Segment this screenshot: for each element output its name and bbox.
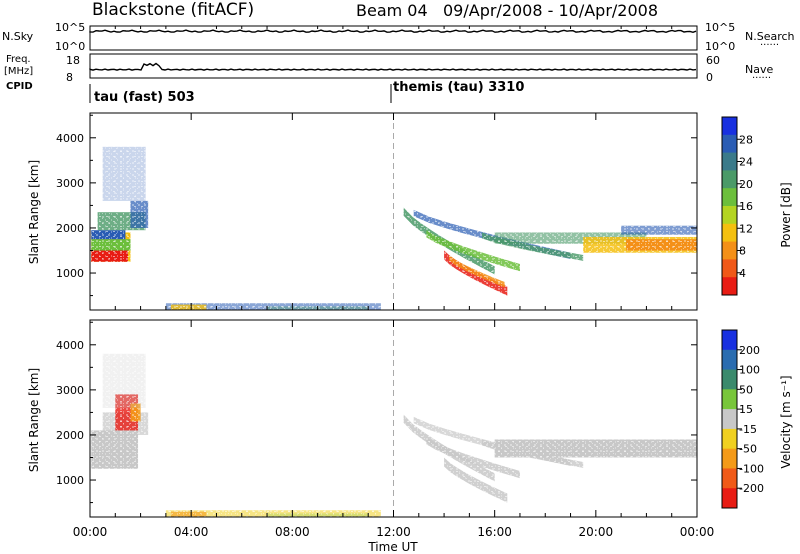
power-colorbar-swatch: [722, 241, 737, 260]
power-colorbar-swatch: [722, 170, 737, 189]
power-colorbar-tick-label: 8: [739, 245, 746, 258]
vel-ytick-label: 3000: [56, 384, 84, 397]
power-ytick-label: 4000: [56, 132, 84, 145]
power-colorbar-tick-label: 16: [739, 200, 753, 213]
nave-sub: ......: [752, 70, 772, 81]
nave-tick-top: 60: [706, 54, 720, 67]
vel-ytick-label: 2000: [56, 429, 84, 442]
nsky-tick-top: 10^5: [55, 21, 85, 34]
vel-ytick-label: 1000: [56, 474, 84, 487]
vel-ytick-label: 4000: [56, 339, 84, 352]
power-ytick-label: 3000: [56, 177, 84, 190]
power-colorbar-swatch: [722, 188, 737, 207]
power-speckle2: [90, 113, 697, 310]
freq-unit: [MHz]: [4, 66, 34, 77]
power-scatter: [90, 113, 697, 310]
time-tick-label: 12:00: [376, 525, 411, 539]
time-tick-label: 00:00: [73, 525, 108, 539]
cpid-label: CPID: [6, 81, 33, 92]
freq-strip: 18 8 60 0: [66, 53, 720, 84]
vel-colorbar-swatch: [722, 468, 737, 489]
vel-colorbar-tick-label: 100: [739, 364, 760, 377]
time-axis-label: Time UT: [367, 540, 418, 554]
velocity-colorbar-label: Velocity [m s⁻¹]: [779, 375, 793, 468]
power-colorbar-swatch: [722, 117, 737, 136]
vel-colorbar-swatch: [722, 349, 737, 371]
vel-speckle2: [90, 320, 697, 517]
power-colorbar-swatch: [722, 277, 737, 296]
freq-trace: [89, 62, 697, 71]
power-colorbar-swatch: [722, 223, 737, 243]
velocity-y-axis: 4000 3000 2000 1000: [56, 321, 697, 504]
velocity-scatter: [90, 320, 697, 517]
power-colorbar-swatch: [722, 259, 737, 278]
vel-colorbar-tick-label: 15: [739, 403, 753, 416]
power-colorbar: 28 24 20 16 12 8 4: [721, 116, 753, 296]
vel-colorbar-tick-label: -200: [739, 482, 764, 495]
power-colorbar-tick-label: 4: [739, 267, 746, 280]
power-colorbar-tick-label: 20: [739, 178, 753, 191]
nave-label: Nave: [745, 63, 774, 76]
power-colorbar-tick-label: 24: [739, 156, 753, 169]
nave-tick-bottom: 0: [706, 71, 713, 84]
velocity-ylabel: Slant Range [km]: [27, 368, 41, 472]
time-tick-label: 08:00: [275, 525, 310, 539]
nsky-trace: [89, 29, 697, 34]
nsky-tick-bottom: 10^0: [55, 40, 85, 53]
beam-label: Beam 04: [356, 1, 428, 20]
vel-colorbar-swatch: [722, 330, 737, 351]
nsky-label: N.Sky: [2, 30, 34, 43]
time-axis: 00:00 04:00 08:00 12:00 16:00 20:00 00:00: [73, 26, 715, 539]
vel-colorbar-swatch: [722, 409, 737, 430]
power-ytick-label: 1000: [56, 267, 84, 280]
date-range: 09/Apr/2008 - 10/Apr/2008: [443, 1, 659, 20]
power-ylabel: Slant Range [km]: [27, 160, 41, 264]
vel-colorbar-tick-label: -15: [739, 423, 757, 436]
power-colorbar-label: Power [dB]: [779, 182, 793, 247]
velocity-panel: 4000 3000 2000 1000 Slant Range [km]: [27, 319, 698, 518]
vel-colorbar-frame: [721, 329, 738, 509]
time-tick-label: 16:00: [477, 525, 512, 539]
vel-colorbar-tick-label: 200: [739, 344, 760, 357]
vel-colorbar-swatch: [722, 389, 737, 410]
vel-colorbar-swatch: [722, 428, 737, 450]
vel-colorbar-swatch: [722, 488, 737, 509]
power-colorbar-tick-label: 12: [739, 222, 753, 235]
freq-tick-bottom: 8: [66, 71, 73, 84]
power-panel: 4000 3000 2000 1000 Slant Range [km]: [27, 112, 698, 311]
vel-colorbar-tick-label: 50: [739, 383, 753, 396]
nsky-strip: 10^5 10^0 10^5 10^0: [55, 21, 735, 53]
plot-title: Blackstone (fitACF): [92, 0, 255, 20]
power-colorbar-swatch: [722, 152, 737, 171]
cpid-strip: [89, 84, 392, 103]
velocity-colorbar: 200 100 50 15 -15 -50 -100 -200: [721, 329, 764, 509]
freq-tick-top: 18: [66, 54, 80, 67]
time-tick-label: 04:00: [174, 525, 209, 539]
freq-label: Freq.: [6, 54, 31, 65]
power-ytick-label: 2000: [56, 222, 84, 235]
nsearch-sub: ......: [760, 37, 780, 48]
nsearch-tick-top: 10^5: [705, 21, 735, 34]
power-colorbar-tick-label: 28: [739, 133, 753, 146]
cpid-segment-2: themis (tau) 3310: [393, 80, 525, 95]
power-colorbar-swatch: [722, 206, 737, 225]
vel-colorbar-tick-label: -100: [739, 462, 764, 475]
vel-colorbar-swatch: [722, 369, 737, 390]
power-colorbar-swatch: [722, 134, 737, 154]
vel-colorbar-swatch: [722, 448, 737, 469]
nsearch-tick-bottom: 10^0: [705, 40, 735, 53]
vel-colorbar-tick-label: -50: [739, 443, 757, 456]
cpid-segment-1: tau (fast) 503: [94, 90, 195, 105]
nsearch-label: N.Search: [745, 30, 795, 43]
time-tick-label: 20:00: [579, 525, 614, 539]
power-y-axis: 4000 3000 2000 1000: [56, 114, 697, 297]
time-tick-label: 00:00: [680, 525, 715, 539]
